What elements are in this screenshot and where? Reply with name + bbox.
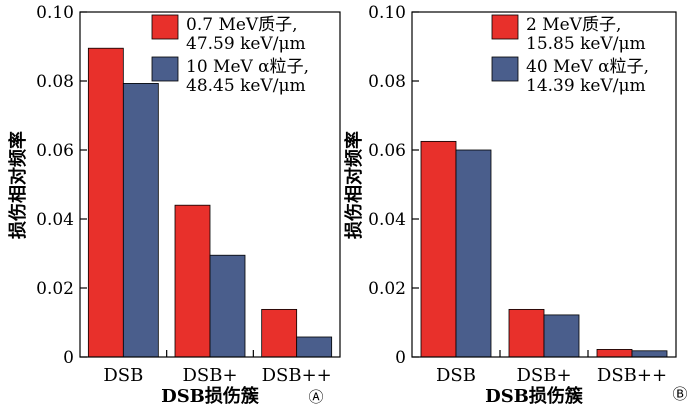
panel-a-bar-series-0-2	[261, 308, 298, 358]
panel-a-chart: 损伤相对频率 0 0.02 0.04 0.06 0.08 0.10 DSB DSB+ DSB+…	[7, 3, 341, 407]
panel-a-legend-swatch-0	[151, 14, 179, 40]
panel-a-legend-label-1-line2: 48.45 keV/μm	[186, 76, 306, 96]
panel-a-bar-series-0-1	[174, 204, 211, 358]
panel-a-y-tick-label-5: 0.10	[36, 3, 74, 23]
panel-a-bars	[87, 47, 333, 358]
panel-a-legend-swatch-1	[151, 56, 179, 82]
panel-a-legend-label-0: 0.7 MeV质子,	[186, 15, 298, 35]
panel-a-y-tick-label-2: 0.04	[36, 210, 74, 230]
panel-a-category-label-2: DSB++	[262, 365, 332, 386]
panel-a-y-axis-title: 损伤相对频率	[7, 131, 29, 239]
panel-b-bar-series-1-1	[543, 314, 580, 358]
panel-b-legend-label-0-line2: 15.85 keV/μm	[526, 34, 646, 54]
panel-b-legend-swatch-0	[491, 14, 519, 40]
panel-a-legend: 0.7 MeV质子,47.59 keV/μm 10 MeV α粒子,48.45 k…	[151, 14, 309, 96]
panel-b-category-label-0: DSB	[436, 365, 476, 386]
panel-b-x-axis-title: DSB损伤簇	[485, 385, 584, 407]
panel-b-y-tick-label-4: 0.08	[368, 72, 406, 92]
panel-a-bar-series-1-0	[122, 83, 159, 358]
panel-b-legend-swatch-1	[491, 56, 519, 82]
panel-b-legend-label-0: 2 MeV质子,	[526, 15, 621, 35]
panel-a-legend-label-1: 10 MeV α粒子,	[186, 57, 309, 77]
panel-a-y-ticks: 0 0.02 0.04 0.06 0.08 0.10	[36, 3, 87, 368]
panel-b-category-label-2: DSB++	[597, 365, 667, 386]
panel-a-y-tick-label-4: 0.08	[36, 72, 74, 92]
panel-b-category-labels: DSB DSB+ DSB++	[436, 350, 667, 386]
panel-b-y-ticks: 0 0.02 0.04 0.06 0.08 0.10	[368, 3, 419, 368]
panel-b-y-tick-label-1: 0.02	[368, 279, 406, 299]
panel-a-bar-series-1-1	[209, 254, 246, 358]
panel-b-y-tick-label-5: 0.10	[368, 3, 406, 23]
panel-a-category-label-0: DSB	[103, 365, 143, 386]
panel-a-y-tick-label-3: 0.06	[36, 141, 74, 161]
panel-a-marker: Ⓐ	[308, 388, 323, 406]
panel-b-chart: 损伤相对频率 0 0.02 0.04 0.06 0.08 0.10 DSB DSB+ DSB+…	[343, 3, 688, 407]
panel-a-plot-frame	[79, 11, 341, 358]
panel-b-y-tick-label-3: 0.06	[368, 141, 406, 161]
panel-a-category-labels: DSB DSB+ DSB++	[103, 350, 332, 386]
panel-a-y-tick-label-0: 0	[63, 348, 74, 368]
panel-b-y-tick-label-0: 0	[395, 348, 406, 368]
panel-b-y-tick-label-2: 0.04	[368, 210, 406, 230]
panel-b-bar-series-0-1	[508, 308, 545, 358]
panel-b-bar-series-0-2	[596, 349, 633, 358]
panel-b-legend-label-1: 40 MeV α粒子,	[526, 57, 649, 77]
panel-a-x-axis-title: DSB损伤簇	[161, 385, 260, 407]
panel-b-legend-label-1-line2: 14.39 keV/μm	[526, 76, 646, 96]
panel-a-bar-series-0-0	[87, 47, 124, 358]
panel-b-bars	[420, 140, 668, 358]
panel-b-bar-series-1-0	[455, 149, 492, 358]
panel-b-bar-series-0-0	[420, 140, 457, 358]
panel-b-bar-series-1-2	[631, 350, 668, 358]
panel-b-y-axis-title: 损伤相对频率	[343, 131, 365, 239]
panel-b-marker: Ⓑ	[672, 385, 687, 403]
panel-b-legend: 2 MeV质子,15.85 keV/μm 40 MeV α粒子,14.39 keV…	[491, 14, 649, 96]
panel-b-plot-frame	[411, 11, 677, 358]
panel-a-bar-series-1-2	[296, 336, 333, 358]
panel-a-legend-label-0-line2: 47.59 keV/μm	[186, 34, 306, 54]
panel-b-category-label-1: DSB+	[516, 365, 571, 386]
panel-a-category-label-1: DSB+	[182, 365, 237, 386]
panel-a-y-tick-label-1: 0.02	[36, 279, 74, 299]
